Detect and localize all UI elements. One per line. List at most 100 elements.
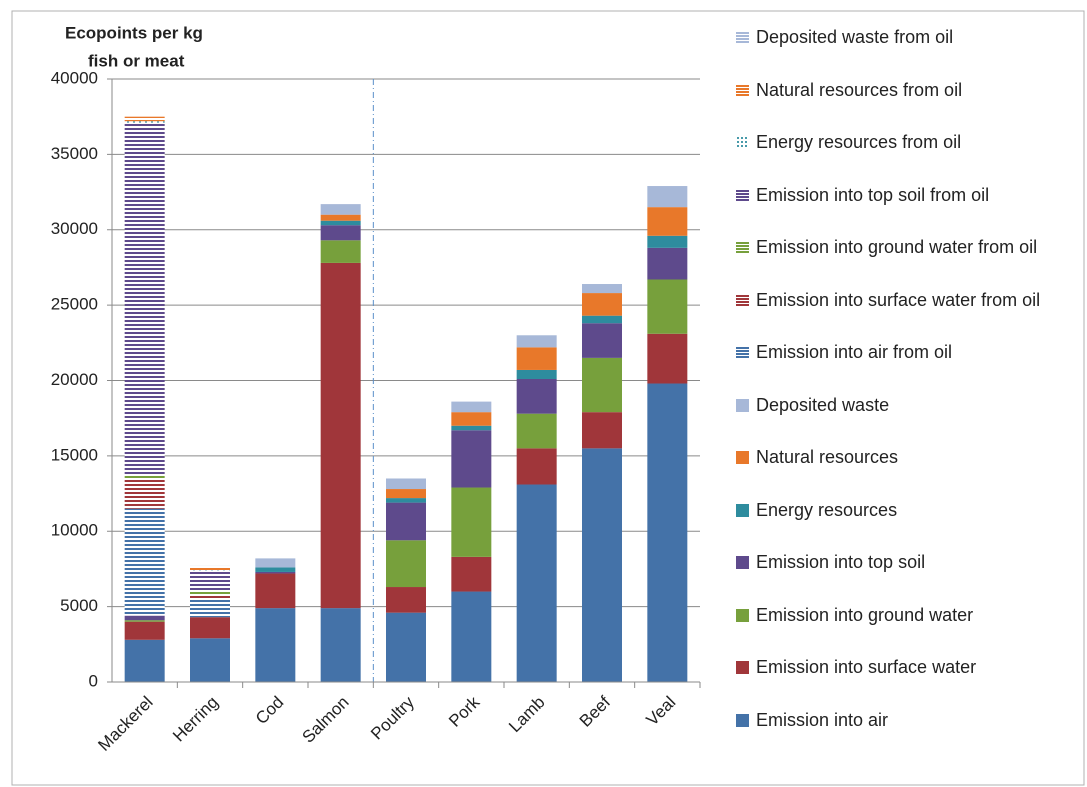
- legend-label: Energy resources: [756, 499, 898, 520]
- bar-segment: [124, 116, 165, 122]
- legend-label: Energy resources from oil: [756, 132, 962, 152]
- bar-segment: [190, 594, 230, 600]
- y-tick-label: 20000: [51, 370, 98, 389]
- bar-segment: [582, 448, 622, 682]
- bar-segment: [647, 383, 688, 682]
- bar-segment: [190, 599, 230, 618]
- y-tick-label: 5000: [60, 596, 98, 615]
- legend-item: Natural resources: [732, 446, 1077, 499]
- legend-label: Emission into ground water from oil: [756, 237, 1038, 257]
- bar-segment: [255, 573, 296, 609]
- bar-segment: [255, 558, 296, 568]
- x-tick-label: Mackerel: [94, 693, 156, 755]
- bar-segment: [190, 571, 230, 591]
- x-tick-label: Veal: [642, 693, 679, 730]
- legend-swatch: [736, 503, 749, 517]
- y-axis-title: Ecopoints per kg: [65, 23, 203, 42]
- bar-segment: [124, 122, 165, 476]
- legend-label: Emission into top soil: [756, 552, 926, 572]
- bar-segment: [516, 413, 557, 449]
- bar-segment: [255, 567, 296, 572]
- bar-segment: [582, 315, 622, 324]
- bar-segment: [386, 498, 426, 503]
- legend-swatch: [736, 293, 749, 307]
- bar-segment: [516, 335, 557, 348]
- y-tick-label: 35000: [51, 144, 98, 163]
- bar-segment: [582, 323, 622, 358]
- x-tick-label: Salmon: [298, 693, 352, 747]
- bar-segment: [124, 620, 165, 622]
- bar-segment: [320, 262, 361, 609]
- legend-label: Emission into ground water: [756, 604, 974, 625]
- legend-label: Emission into air: [756, 709, 889, 730]
- bar-segment: [516, 378, 557, 414]
- bar-segment: [516, 347, 557, 370]
- legend-swatch: [736, 188, 749, 202]
- bar-segment: [124, 121, 165, 123]
- bar-segment: [451, 401, 492, 413]
- legend-swatch: [736, 346, 749, 359]
- legend-swatch: [736, 136, 749, 149]
- bar-segment: [582, 357, 622, 413]
- bar-segment: [190, 590, 230, 595]
- bar-segment: [386, 540, 426, 588]
- legend-swatch: [736, 31, 749, 44]
- legend-label: Natural resources: [756, 447, 899, 467]
- bar-segment: [516, 484, 557, 682]
- bar-segment: [190, 570, 230, 572]
- x-tick-label: Poultry: [367, 692, 418, 743]
- bar-segment: [320, 220, 361, 226]
- bar-segment: [451, 430, 492, 488]
- bar-segment: [386, 489, 426, 499]
- bar-segment: [582, 284, 622, 294]
- legend-swatch: [736, 241, 749, 254]
- y-tick-label: 40000: [51, 68, 98, 87]
- bar-segment: [451, 425, 492, 431]
- x-tick-label: Herring: [169, 693, 222, 746]
- bar-segment: [320, 225, 361, 241]
- bar-segment: [582, 412, 622, 449]
- bar-segment: [647, 186, 688, 208]
- bar-segment: [124, 478, 165, 509]
- legend-label: Natural resources from oil: [756, 79, 963, 100]
- legend-item: Energy resources from oil: [732, 131, 1077, 184]
- bar-segment: [451, 412, 492, 426]
- legend: Deposited waste from oil Natural resource…: [732, 26, 1077, 761]
- x-tick-label: Pork: [445, 692, 484, 731]
- bar-segment: [320, 608, 361, 682]
- legend-swatch: [736, 556, 749, 569]
- bar-segment: [124, 508, 165, 616]
- y-tick-label: 0: [89, 671, 98, 690]
- bar-segment: [320, 204, 361, 215]
- bar-segment: [190, 565, 230, 568]
- bar-segment: [582, 293, 622, 316]
- bar-segment: [190, 617, 230, 639]
- bar-segment: [386, 587, 426, 613]
- bar-segment: [320, 214, 361, 221]
- legend-swatch: [736, 661, 749, 674]
- legend-item: Deposited waste from oil: [732, 26, 1077, 79]
- bar-segment: [255, 608, 296, 682]
- bar-segment: [516, 369, 557, 379]
- legend-label: Emission into surface water: [756, 657, 977, 677]
- y-tick-label: 10000: [51, 521, 98, 540]
- bar-segment: [451, 556, 492, 592]
- legend-label: Emission into top soil from oil: [756, 184, 990, 205]
- bar-segment: [320, 240, 361, 263]
- bar-segment: [124, 639, 165, 682]
- legend-item: Emission into ground water: [732, 604, 1077, 657]
- bar-segment: [647, 207, 688, 236]
- bar-segment: [451, 591, 492, 682]
- bar-segment: [451, 487, 492, 557]
- legend-swatch: [736, 83, 749, 97]
- legend-swatch: [736, 608, 749, 622]
- legend-item: Emission into top soil: [732, 551, 1077, 604]
- x-tick-label: Lamb: [505, 693, 549, 737]
- bar-segment: [124, 475, 165, 479]
- bar-segment: [386, 478, 426, 490]
- legend-item: Emission into top soil from oil: [732, 184, 1077, 237]
- bar-segment: [190, 638, 230, 682]
- legend-swatch: [736, 398, 749, 412]
- legend-label: Emission into air from oil: [756, 342, 953, 362]
